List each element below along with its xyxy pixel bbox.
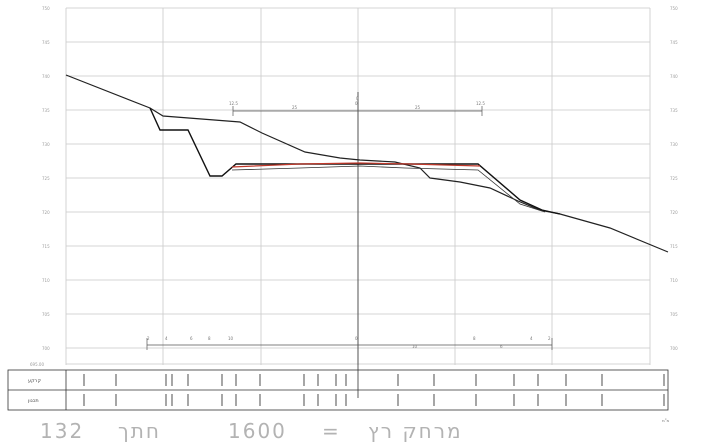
dim-label: 2	[548, 336, 551, 341]
dim-label: 10	[412, 344, 418, 349]
dim-label: 4	[530, 336, 533, 341]
upper-dimension-line: 12.5 25 0 25 12.5	[229, 101, 485, 116]
dim-label: 8	[473, 336, 476, 341]
elev-label: 745	[42, 40, 50, 45]
elev-label: 725	[670, 176, 678, 181]
section-word: חתך	[118, 419, 161, 443]
section-number: 132	[40, 419, 84, 443]
equals-sign: =	[322, 419, 341, 443]
base-elevation-label: 695.00	[30, 362, 44, 367]
elevation-axis-left: 750 745 740 735 730 725 720 715 710 705 …	[30, 6, 50, 367]
dim-label: 0	[355, 336, 358, 341]
elev-label: 735	[42, 108, 50, 113]
elev-label: 715	[42, 244, 50, 249]
elev-label: 710	[670, 278, 678, 283]
dim-label: 6	[190, 336, 193, 341]
distance-label: מרחק רץ	[368, 419, 463, 443]
elev-label: 740	[670, 74, 678, 79]
elev-label: 750	[670, 6, 678, 11]
dim-label: 12.5	[476, 101, 485, 106]
elev-label: 750	[42, 6, 50, 11]
elev-label: 725	[42, 176, 50, 181]
dim-label: 12.5	[229, 101, 238, 106]
dim-label: 25	[292, 105, 298, 110]
elev-label: 700	[42, 346, 50, 351]
dim-label: 4	[165, 336, 168, 341]
dim-label: 0	[355, 101, 358, 106]
elev-label: 715	[670, 244, 678, 249]
distance-value: 1600	[228, 419, 287, 443]
elev-label: 705	[670, 312, 678, 317]
section-title: 132 חתך 1600 = מרחק רץ	[40, 419, 463, 443]
elev-label: 745	[670, 40, 678, 45]
table-row-label: תכנון	[28, 398, 39, 404]
elev-label: 705	[42, 312, 50, 317]
dim-label: 25	[415, 105, 421, 110]
table-row-label: קרקע	[28, 378, 41, 384]
design-line	[150, 108, 560, 214]
elev-label: 730	[670, 142, 678, 147]
dim-label: 8	[208, 336, 211, 341]
elev-label: 735	[670, 108, 678, 113]
design-surface-secondary	[232, 166, 545, 212]
elev-label: 730	[42, 142, 50, 147]
elev-label: 720	[670, 210, 678, 215]
elev-label: 720	[42, 210, 50, 215]
dim-label: 2	[147, 336, 150, 341]
dim-label: 10	[228, 336, 234, 341]
elev-label: 710	[42, 278, 50, 283]
data-table: קרקע תכנון	[8, 370, 668, 410]
units-label: מ"מ	[662, 418, 670, 423]
elevation-axis-right: 750 745 740 735 730 725 720 715 710 705 …	[670, 6, 678, 351]
elev-label: 740	[42, 74, 50, 79]
elev-label: 700	[670, 346, 678, 351]
